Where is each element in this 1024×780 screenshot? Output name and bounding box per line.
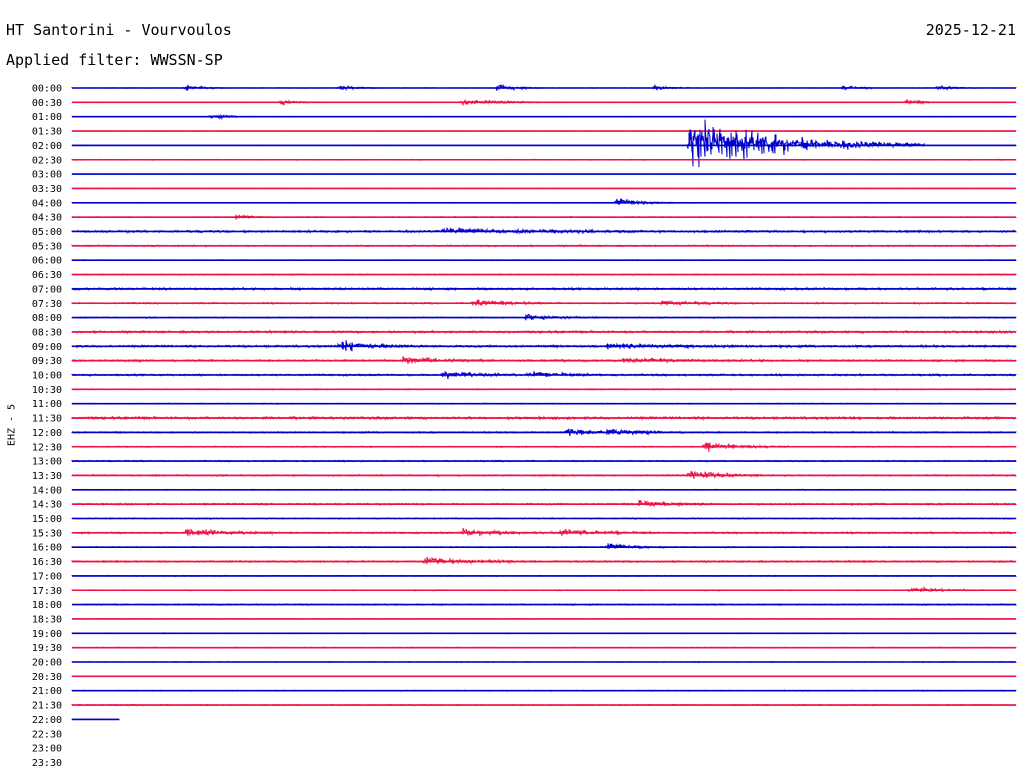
time-tick-label: 06:30: [32, 270, 62, 281]
time-tick-label: 17:00: [32, 571, 62, 582]
time-tick-label: 14:30: [32, 500, 62, 511]
time-tick-label: 22:30: [32, 729, 62, 740]
time-tick-label: 04:30: [32, 213, 62, 224]
time-tick-label: 21:30: [32, 701, 62, 712]
time-tick-label: 01:30: [32, 127, 62, 138]
time-tick-label: 00:30: [32, 98, 62, 109]
time-tick-label: 23:00: [32, 744, 62, 755]
time-tick-label: 14:00: [32, 485, 62, 496]
time-tick-label: 04:00: [32, 198, 62, 209]
trace-row: [71, 226, 1017, 235]
time-tick-label: 18:00: [32, 600, 62, 611]
filter-label: Applied filter: WWSSN-SP: [6, 51, 223, 69]
time-tick-label: 16:00: [32, 543, 62, 554]
time-tick-label: 02:00: [32, 141, 62, 152]
time-tick-label: 11:00: [32, 399, 62, 410]
time-tick-label: 15:00: [32, 514, 62, 525]
time-tick-label: 08:30: [32, 327, 62, 338]
time-tick-label: 16:30: [32, 557, 62, 568]
time-tick-label: 19:00: [32, 629, 62, 640]
time-tick-label: 12:30: [32, 442, 62, 453]
time-tick-label: 03:30: [32, 184, 62, 195]
time-tick-label: 10:00: [32, 371, 62, 382]
time-tick-label: 05:00: [32, 227, 62, 238]
time-tick-label: 20:00: [32, 658, 62, 669]
time-tick-label: 07:00: [32, 284, 62, 295]
time-tick-label: 09:30: [32, 356, 62, 367]
time-tick-label: 11:30: [32, 414, 62, 425]
trace-row: [71, 543, 1017, 550]
time-tick-label: 12:00: [32, 428, 62, 439]
time-tick-label: 06:00: [32, 256, 62, 267]
time-tick-label: 13:00: [32, 457, 62, 468]
time-tick-label: 09:00: [32, 342, 62, 353]
time-tick-label: 20:30: [32, 672, 62, 683]
time-tick-label: 23:30: [32, 758, 62, 769]
time-tick-label: 21:00: [32, 686, 62, 697]
time-tick-label: 07:30: [32, 299, 62, 310]
time-tick-label: 13:30: [32, 471, 62, 482]
time-tick-label: 17:30: [32, 586, 62, 597]
time-tick-label: 08:00: [32, 313, 62, 324]
record-date: 2025-12-21: [925, 21, 1016, 39]
trace-row: [71, 198, 1017, 206]
time-tick-label: 22:00: [32, 715, 62, 726]
time-tick-label: 19:30: [32, 643, 62, 654]
time-tick-label: 00:00: [32, 84, 62, 95]
time-tick-label: 10:30: [32, 385, 62, 396]
trace-row: [71, 556, 1017, 566]
trace-row: [71, 499, 1017, 508]
time-tick-label: 18:30: [32, 614, 62, 625]
station-title: HT Santorini - Vourvoulos: [6, 21, 232, 39]
time-tick-label: 03:00: [32, 170, 62, 181]
time-tick-label: 15:30: [32, 528, 62, 539]
time-tick-label: 02:30: [32, 155, 62, 166]
time-tick-label: 01:00: [32, 112, 62, 123]
time-tick-label: 05:30: [32, 241, 62, 252]
